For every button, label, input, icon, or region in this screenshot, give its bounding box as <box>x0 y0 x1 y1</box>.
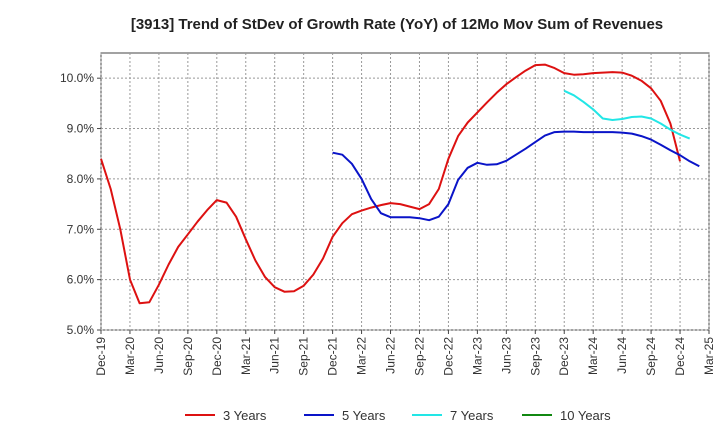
grid <box>100 53 710 331</box>
x-tick-label: Mar-23 <box>470 337 484 375</box>
plot-frame <box>100 52 710 331</box>
x-axis: Dec-19 Mar-20 Jun-20 Sep-20 Dec-20 Mar-21 Jun-… <box>94 330 716 376</box>
y-axis: 5.0% 6.0% 7.0% 8.0% 9.0% 10.0% <box>60 71 101 337</box>
x-tick-label: Jun-20 <box>152 337 166 374</box>
y-tick-label: 7.0% <box>67 222 95 236</box>
y-tick-label: 8.0% <box>67 172 95 186</box>
series-lines <box>100 63 700 305</box>
legend-label: 7 Years <box>450 408 494 423</box>
x-tick-label: Dec-20 <box>210 337 224 376</box>
chart-title: [3913] Trend of StDev of Growth Rate (Yo… <box>131 16 663 33</box>
series-line-7-years <box>563 89 691 140</box>
x-tick-label: Jun-23 <box>499 337 513 374</box>
x-tick-label: Sep-23 <box>528 337 542 376</box>
x-tick-label: Dec-24 <box>673 337 687 376</box>
x-tick-label: Jun-22 <box>384 337 398 374</box>
x-tick-label: Dec-22 <box>441 337 455 376</box>
x-tick-label: Mar-25 <box>702 337 716 375</box>
x-tick-label: Mar-24 <box>586 337 600 375</box>
x-tick-label: Sep-20 <box>181 337 195 376</box>
legend: 3 Years 5 Years 7 Years 10 Years <box>185 408 611 423</box>
x-tick-label: Sep-22 <box>412 337 426 376</box>
series-line-3-years <box>100 63 681 305</box>
legend-label: 10 Years <box>560 408 611 423</box>
x-tick-label: Mar-21 <box>239 337 253 375</box>
x-tick-label: Jun-21 <box>268 337 282 374</box>
y-tick-label: 6.0% <box>67 273 95 287</box>
x-tick-label: Dec-23 <box>557 337 571 376</box>
plot-area <box>100 52 710 331</box>
x-tick-label: Mar-22 <box>355 337 369 375</box>
x-tick-label: Dec-19 <box>94 337 108 376</box>
y-tick-label: 5.0% <box>67 323 95 337</box>
x-tick-label: Jun-24 <box>615 337 629 374</box>
y-tick-label: 9.0% <box>67 122 95 136</box>
x-tick-label: Sep-24 <box>644 337 658 376</box>
x-tick-label: Mar-20 <box>123 337 137 375</box>
y-tick-label: 10.0% <box>60 71 94 85</box>
legend-label: 5 Years <box>342 408 386 423</box>
legend-label: 3 Years <box>223 408 267 423</box>
x-tick-label: Sep-21 <box>297 337 311 376</box>
series-line-5-years <box>332 130 700 222</box>
x-tick-label: Dec-21 <box>326 337 340 376</box>
